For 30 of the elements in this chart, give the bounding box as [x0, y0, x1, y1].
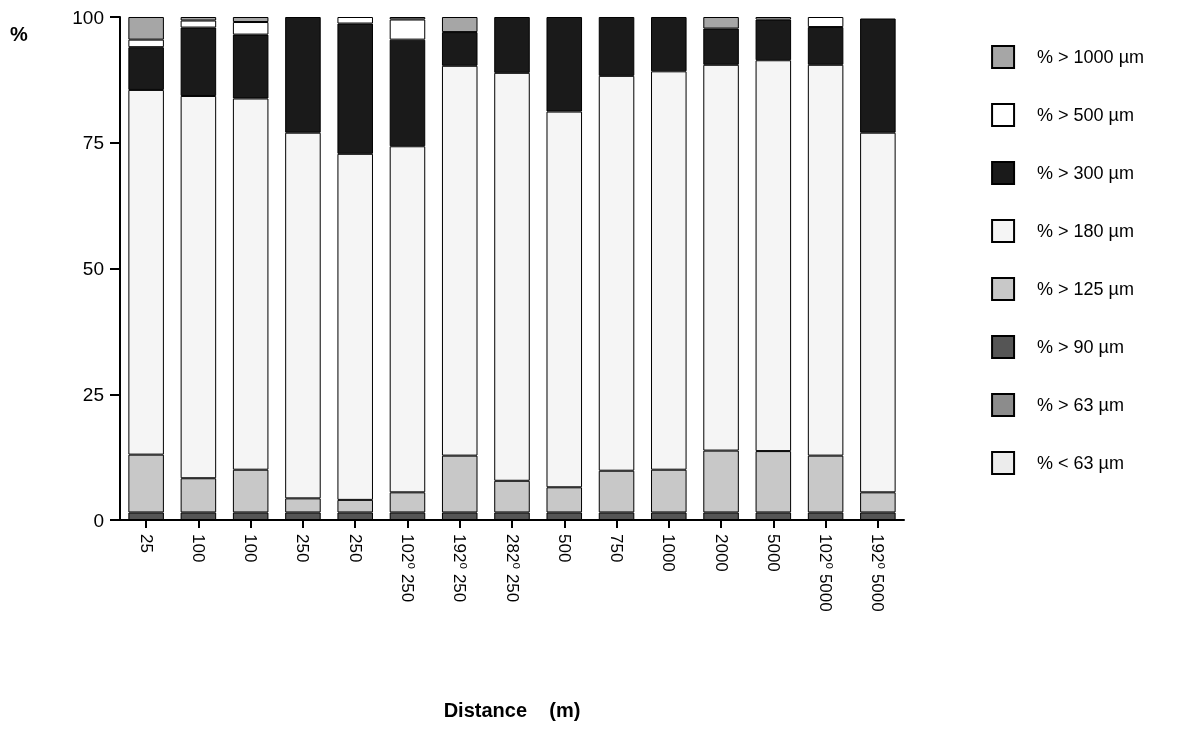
- legend-label: % < 63 µm: [1037, 453, 1124, 473]
- x-tick-label: 282⁰ 250: [502, 534, 522, 603]
- x-tick-label: 25: [136, 534, 156, 553]
- legend-label: % > 180 µm: [1037, 221, 1134, 241]
- legend-label: % > 1000 µm: [1037, 47, 1145, 67]
- y-tick-label: 100: [72, 6, 104, 28]
- legend-label: % > 300 µm: [1037, 163, 1134, 183]
- x-tick-label: 1000: [659, 534, 679, 572]
- y-axis-title: %: [10, 23, 28, 45]
- x-tick-label: 750: [607, 534, 627, 563]
- legend-label: % > 125 µm: [1037, 279, 1134, 299]
- legend-label: % > 500 µm: [1037, 105, 1134, 125]
- x-tick-label: 500: [554, 534, 574, 563]
- x-tick-label: 250: [293, 534, 313, 563]
- x-tick-label: 192⁰ 250: [450, 534, 470, 603]
- y-tick-label: 25: [82, 383, 104, 405]
- x-tick-label: 2000: [711, 534, 731, 572]
- x-tick-label: 250: [345, 534, 365, 563]
- x-tick-label: 192⁰ 5000: [868, 534, 888, 612]
- x-axis-title: Distance (m): [443, 699, 581, 721]
- y-tick-label: 50: [82, 258, 104, 279]
- x-tick-label: 102⁰ 250: [397, 534, 417, 603]
- legend-label: % > 63 µm: [1037, 395, 1124, 415]
- legend-label: % > 90 µm: [1037, 337, 1124, 357]
- y-tick-label: 0: [93, 509, 104, 531]
- x-tick-label: 5000: [763, 534, 783, 572]
- y-tick-label: 75: [82, 132, 104, 154]
- x-tick-label: 100: [241, 534, 261, 563]
- x-tick-label: 100: [188, 534, 208, 563]
- x-tick-label: 102⁰ 5000: [816, 534, 836, 612]
